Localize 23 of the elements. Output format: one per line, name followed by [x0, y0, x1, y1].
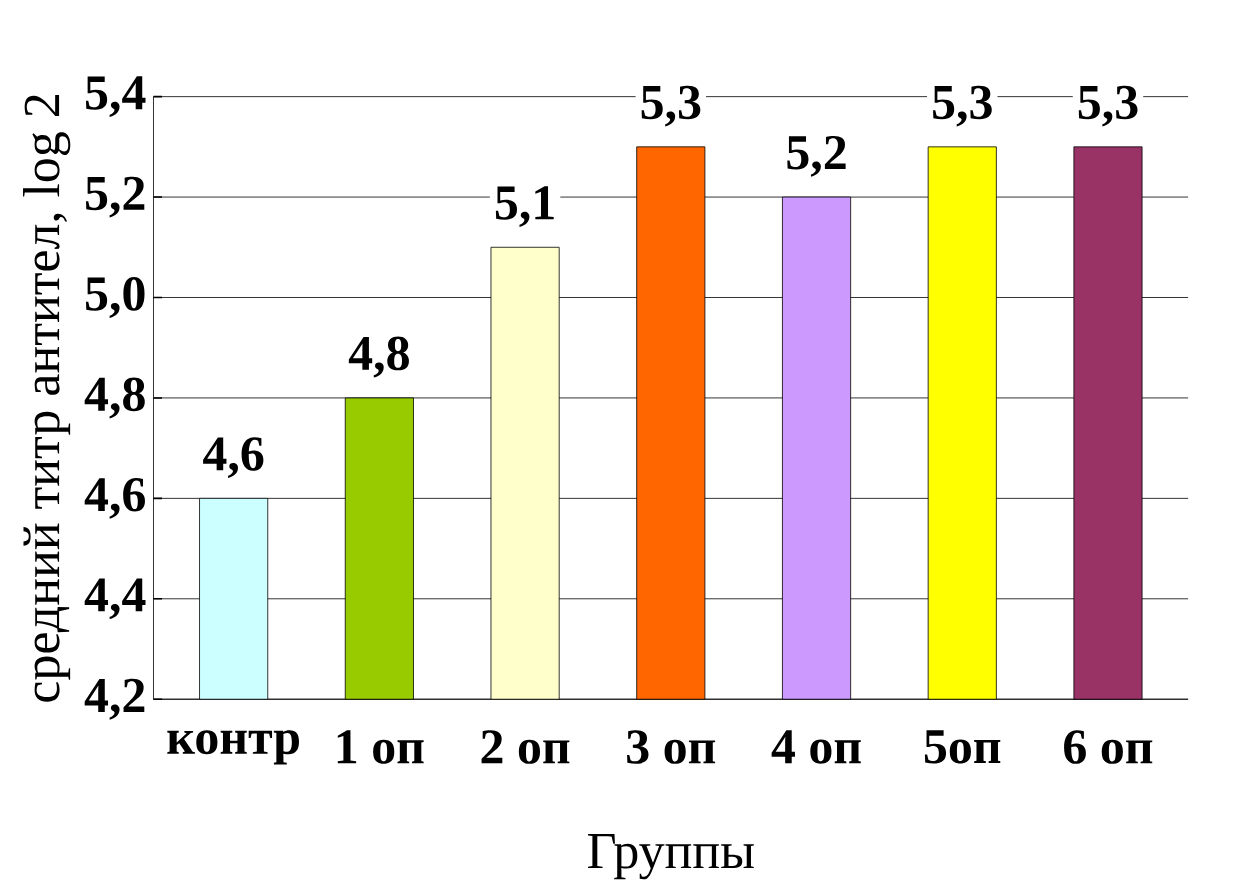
y-tick-label: 4,4 — [84, 578, 146, 620]
x-tick-label: 3 оп — [627, 730, 716, 764]
y-axis-title: средний титр антител, log 2 — [23, 95, 71, 702]
x-tick-label: 6 оп — [1064, 730, 1153, 764]
x-tick-label: контр — [167, 730, 299, 765]
x-tick-label: 4 оп — [771, 730, 861, 764]
data-label: 5,3 — [641, 85, 701, 127]
data-label: 5,3 — [1078, 85, 1138, 127]
y-tick-label: 4,2 — [84, 678, 145, 720]
x-tick-label: 1 оп — [337, 730, 424, 764]
data-label: 4,6 — [203, 437, 264, 479]
x-axis-title: Группы — [588, 834, 754, 880]
data-label: 5,3 — [933, 85, 992, 127]
data-label: 5,2 — [787, 135, 846, 177]
y-tick-label: 5,2 — [86, 176, 145, 218]
data-label: 5,1 — [495, 186, 554, 227]
y-tick-label: 4,6 — [84, 478, 145, 519]
y-tick-label: 5,4 — [86, 76, 146, 118]
data-label: 4,8 — [348, 336, 409, 378]
y-tick-label: 5,0 — [86, 277, 145, 319]
x-tick-label: 5оп — [924, 730, 1001, 764]
x-tick-label: 2 оп — [481, 730, 570, 764]
y-tick-label: 4,8 — [84, 377, 145, 419]
